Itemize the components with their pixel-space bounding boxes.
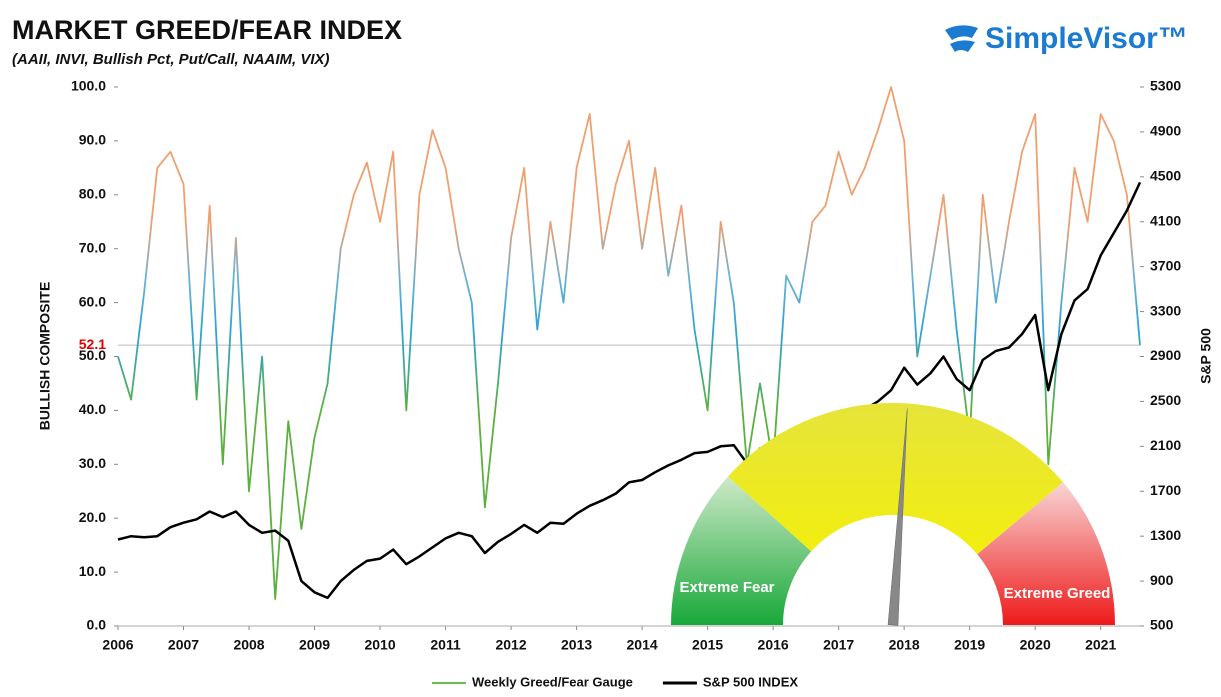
y2-tick-label: 1300	[1150, 527, 1181, 543]
current-value-label: 52.1	[79, 336, 106, 352]
x-tick-label: 2019	[954, 637, 985, 653]
gauge-label: Extreme Greed	[1002, 584, 1112, 604]
y-tick-label: 100.0	[71, 78, 106, 94]
brand: SimpleVisor™	[985, 22, 1188, 55]
x-tick-label: 2016	[758, 637, 789, 653]
y2-tick-label: 4900	[1150, 123, 1181, 139]
gauge-label: Extreme Fear	[672, 578, 782, 598]
x-tick-label: 2009	[299, 637, 330, 653]
y2-tick-label: 2100	[1150, 437, 1181, 453]
y2-tick-label: 3700	[1150, 257, 1181, 273]
y-tick-label: 70.0	[79, 239, 106, 255]
x-tick-label: 2011	[430, 637, 461, 653]
x-tick-label: 2021	[1085, 637, 1116, 653]
legend-label: S&P 500 INDEX	[703, 674, 798, 689]
y-tick-label: 40.0	[79, 401, 106, 417]
x-tick-label: 2006	[102, 637, 133, 653]
y2-axis-label: S&P 500	[1198, 328, 1214, 384]
chart-subtitle: (AAII, INVI, Bullish Pct, Put/Call, NAAI…	[12, 51, 330, 68]
y2-tick-label: 2500	[1150, 392, 1181, 408]
page: MARKET GREED/FEAR INDEX (AAII, INVI, Bul…	[0, 0, 1221, 697]
y-tick-label: 30.0	[79, 455, 106, 471]
x-tick-label: 2014	[627, 637, 658, 653]
y-tick-label: 60.0	[79, 293, 106, 309]
y-tick-label: 0.0	[87, 617, 107, 633]
chart-title: MARKET GREED/FEAR INDEX	[12, 15, 402, 45]
y2-tick-label: 4100	[1150, 212, 1181, 228]
x-tick-label: 2010	[364, 637, 395, 653]
x-tick-label: 2018	[889, 637, 920, 653]
y-tick-label: 90.0	[79, 132, 106, 148]
y-tick-label: 10.0	[79, 563, 106, 579]
x-tick-label: 2020	[1020, 637, 1051, 653]
y2-tick-label: 2900	[1150, 347, 1181, 363]
y2-tick-label: 5300	[1150, 78, 1181, 94]
y-axis-label: BULLISH COMPOSITE	[37, 282, 53, 431]
y2-tick-label: 1700	[1150, 482, 1181, 498]
y2-tick-label: 4500	[1150, 168, 1181, 184]
x-tick-label: 2013	[561, 637, 592, 653]
x-tick-label: 2015	[692, 637, 723, 653]
x-tick-label: 2012	[495, 637, 526, 653]
y-tick-label: 80.0	[79, 186, 106, 202]
y2-tick-label: 500	[1150, 617, 1174, 633]
y2-tick-label: 3300	[1150, 302, 1181, 318]
legend-label: Weekly Greed/Fear Gauge	[472, 674, 633, 689]
x-tick-label: 2008	[233, 637, 264, 653]
x-tick-label: 2017	[823, 637, 854, 653]
y-tick-label: 20.0	[79, 509, 106, 525]
logo-icon	[945, 25, 978, 52]
y2-tick-label: 900	[1150, 572, 1174, 588]
x-tick-label: 2007	[168, 637, 199, 653]
